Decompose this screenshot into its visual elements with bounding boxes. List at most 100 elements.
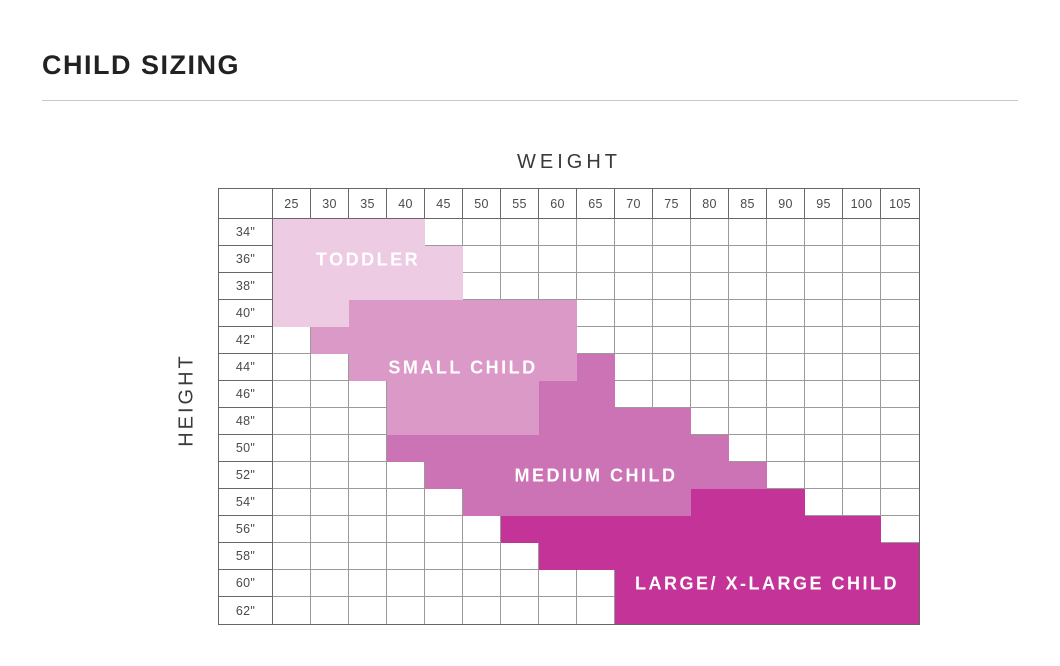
- weight-col-header: 105: [881, 189, 919, 219]
- grid-cell: [767, 381, 805, 408]
- weight-col-header: 25: [273, 189, 311, 219]
- grid-cell: [273, 570, 311, 597]
- grid-cell: [425, 516, 463, 543]
- grid-cell: [501, 570, 539, 597]
- grid-cell: [881, 462, 919, 489]
- grid-cell: [805, 408, 843, 435]
- grid-cell: [463, 570, 501, 597]
- grid-cell: [539, 219, 577, 246]
- grid-cell: [311, 597, 349, 624]
- grid-cell: [729, 327, 767, 354]
- grid-cell: [805, 354, 843, 381]
- region-medium-child: [539, 408, 691, 435]
- grid-cell: [653, 300, 691, 327]
- grid-cell: [311, 516, 349, 543]
- grid-cell: [349, 381, 387, 408]
- grid-cell: [615, 354, 653, 381]
- grid-cell: [273, 489, 311, 516]
- grid-cell: [691, 408, 729, 435]
- grid-cell: [539, 246, 577, 273]
- region-medium-child: [577, 354, 615, 381]
- height-axis-label: HEIGHT: [175, 353, 198, 447]
- height-row-header: 58": [219, 543, 273, 570]
- grid-cell: [425, 219, 463, 246]
- region-large-x-large-child: [691, 489, 805, 516]
- grid-cell: [311, 543, 349, 570]
- weight-col-header: 65: [577, 189, 615, 219]
- weight-col-header: 80: [691, 189, 729, 219]
- weight-col-header: 85: [729, 189, 767, 219]
- region-toddler: [273, 219, 425, 246]
- weight-col-header: 60: [539, 189, 577, 219]
- region-label-large-x-large-child: LARGE/ X-LARGE CHILD: [635, 573, 899, 593]
- grid-cell: [501, 273, 539, 300]
- grid-cell: [463, 273, 501, 300]
- height-row-header: 44": [219, 354, 273, 381]
- grid-cell: [729, 435, 767, 462]
- grid-cell: [463, 543, 501, 570]
- grid-cell: [691, 354, 729, 381]
- grid-cell: [767, 435, 805, 462]
- height-row-header: 40": [219, 300, 273, 327]
- grid-cell: [767, 327, 805, 354]
- grid-cell: [805, 462, 843, 489]
- grid-cell: [843, 219, 881, 246]
- weight-col-header: 30: [311, 189, 349, 219]
- grid-cell: [273, 435, 311, 462]
- grid-cell: [273, 381, 311, 408]
- grid-cell: [881, 354, 919, 381]
- grid-cell: [349, 516, 387, 543]
- grid-cell: [349, 462, 387, 489]
- region-label-small-child: SMALL CHILD: [388, 357, 538, 377]
- region-large-x-large-child: [615, 570, 919, 597]
- region-medium-child: [387, 435, 729, 462]
- grid-cell: [273, 408, 311, 435]
- grid-cell: [311, 462, 349, 489]
- grid-cell: [425, 570, 463, 597]
- grid-cell: [577, 273, 615, 300]
- grid-cell: [577, 327, 615, 354]
- grid-cell: [805, 327, 843, 354]
- grid-cell: [501, 543, 539, 570]
- grid-cell: [881, 516, 919, 543]
- grid-cell: [843, 408, 881, 435]
- height-row-header: 42": [219, 327, 273, 354]
- grid-cell: [501, 219, 539, 246]
- grid-cell: [805, 300, 843, 327]
- grid-cell: [843, 273, 881, 300]
- grid-cell: [729, 381, 767, 408]
- height-row-header: 52": [219, 462, 273, 489]
- region-toddler: [273, 300, 349, 327]
- grid-cell: [843, 327, 881, 354]
- grid-cell: [653, 219, 691, 246]
- grid-cell: [463, 516, 501, 543]
- height-row-header: 62": [219, 597, 273, 624]
- grid-cell: [653, 273, 691, 300]
- grid-cell: [691, 273, 729, 300]
- grid-cell: [881, 273, 919, 300]
- size-chart-table: 25 30 35 40 45 50 55 60 65 70 75 80 85 90 95 100 105 34" 3…: [218, 188, 920, 625]
- grid-cell: [881, 327, 919, 354]
- region-label-medium-child: MEDIUM CHILD: [514, 465, 678, 485]
- region-small-child: [387, 408, 539, 435]
- region-toddler: [273, 246, 463, 273]
- grid-cell: [881, 219, 919, 246]
- grid-cell: [615, 300, 653, 327]
- grid-cell: [729, 273, 767, 300]
- grid-cell: [881, 246, 919, 273]
- grid-cell: [615, 327, 653, 354]
- grid-cell: [387, 543, 425, 570]
- grid-cell: [349, 597, 387, 624]
- grid-cell: [501, 597, 539, 624]
- grid-cell: [729, 246, 767, 273]
- grid-cell: [767, 408, 805, 435]
- grid-cell: [311, 354, 349, 381]
- grid-cell: [653, 381, 691, 408]
- grid-cell: [805, 435, 843, 462]
- grid-cell: [691, 246, 729, 273]
- height-row-header: 50": [219, 435, 273, 462]
- grid-cell: [767, 246, 805, 273]
- grid-cell: [311, 381, 349, 408]
- grid-cell: [881, 489, 919, 516]
